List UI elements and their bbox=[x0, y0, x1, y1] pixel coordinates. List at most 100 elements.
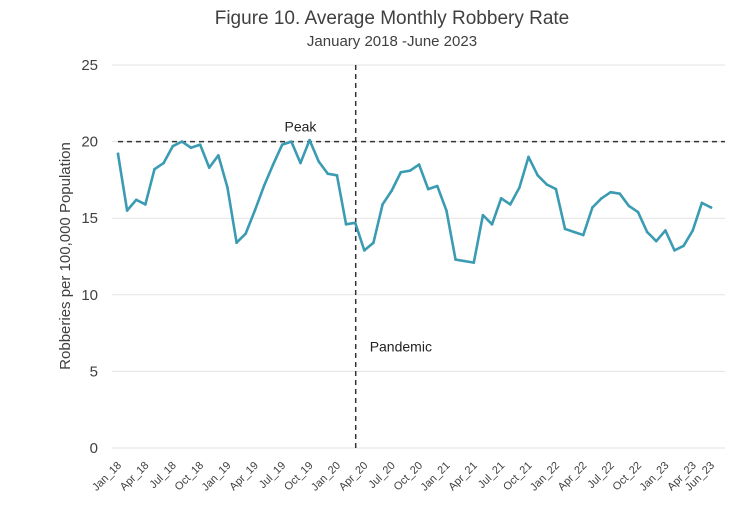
data-point bbox=[572, 230, 576, 234]
data-point bbox=[308, 138, 311, 142]
x-tick-label: Jan_18 bbox=[90, 460, 124, 494]
data-point bbox=[563, 227, 567, 231]
y-axis-ticks: 0 5 10 15 20 25 bbox=[81, 57, 98, 457]
data-point bbox=[171, 144, 175, 148]
data-point bbox=[189, 146, 193, 150]
data-point bbox=[636, 210, 640, 214]
data-point bbox=[499, 196, 503, 200]
data-point bbox=[436, 184, 439, 188]
data-point bbox=[664, 229, 667, 232]
data-point bbox=[317, 160, 321, 163]
data-point bbox=[153, 167, 156, 171]
data-point bbox=[207, 166, 211, 169]
reference-lines bbox=[118, 65, 725, 448]
data-point bbox=[426, 187, 430, 191]
data-point bbox=[527, 155, 530, 159]
y-tick-label: 5 bbox=[90, 363, 98, 380]
y-tick-label: 25 bbox=[81, 57, 98, 74]
data-point bbox=[545, 183, 549, 186]
data-point bbox=[591, 206, 594, 209]
data-point bbox=[508, 203, 512, 206]
data-point bbox=[162, 161, 165, 165]
data-point bbox=[627, 204, 631, 208]
y-tick-label: 15 bbox=[81, 210, 98, 227]
data-point bbox=[299, 161, 302, 165]
data-point bbox=[654, 239, 658, 243]
y-tick-label: 10 bbox=[81, 287, 98, 304]
data-point bbox=[335, 174, 339, 177]
data-point bbox=[645, 230, 649, 234]
data-point bbox=[536, 174, 539, 177]
annotations: Peak Pandemic bbox=[285, 119, 432, 355]
data-point bbox=[271, 163, 275, 166]
data-point bbox=[217, 154, 220, 157]
x-axis-ticks: Jan_18Apr_18Jul_18Oct_18Jan_19Apr_19Jul_… bbox=[90, 460, 717, 494]
data-point bbox=[399, 170, 403, 174]
data-point bbox=[290, 140, 293, 143]
x-tick-label: Jan_21 bbox=[419, 460, 453, 494]
data-point bbox=[682, 244, 685, 248]
data-point bbox=[381, 203, 384, 206]
data-point bbox=[372, 241, 375, 245]
data-point bbox=[125, 209, 129, 212]
data-point bbox=[454, 258, 457, 261]
data-point bbox=[600, 196, 603, 200]
data-point bbox=[445, 209, 448, 212]
x-tick-label: Oct_18 bbox=[173, 460, 207, 494]
data-point bbox=[353, 221, 357, 225]
gridlines bbox=[112, 64, 725, 449]
x-tick-label: Jan_20 bbox=[309, 460, 343, 494]
y-axis-label: Robberies per 100,000 Population bbox=[57, 142, 74, 370]
x-tick-label: Apr_18 bbox=[118, 460, 152, 494]
x-tick-label: Apr_19 bbox=[227, 460, 261, 494]
data-point bbox=[472, 261, 476, 264]
x-tick-label: Oct_20 bbox=[392, 460, 426, 494]
data-point bbox=[326, 172, 330, 176]
pandemic-annotation: Pandemic bbox=[370, 338, 432, 354]
data-point bbox=[198, 143, 202, 146]
data-point bbox=[134, 198, 138, 202]
data-point bbox=[700, 201, 704, 205]
chart-subtitle: January 2018 -June 2023 bbox=[307, 33, 477, 50]
data-point bbox=[609, 190, 612, 194]
data-point bbox=[180, 140, 184, 143]
data-point bbox=[262, 184, 266, 188]
data-point bbox=[344, 223, 348, 226]
data-point bbox=[144, 203, 147, 206]
data-point bbox=[408, 169, 412, 173]
data-point bbox=[417, 163, 421, 166]
data-point bbox=[490, 223, 494, 226]
data-point bbox=[226, 186, 229, 189]
data-point bbox=[518, 186, 521, 189]
data-point bbox=[235, 241, 238, 245]
peak-annotation: Peak bbox=[285, 119, 318, 135]
series-group bbox=[116, 138, 713, 264]
x-tick-label: Oct_21 bbox=[501, 460, 535, 494]
data-point bbox=[691, 229, 695, 232]
y-tick-label: 0 bbox=[90, 440, 98, 457]
data-point bbox=[253, 209, 257, 212]
data-point bbox=[363, 249, 366, 252]
y-tick-label: 20 bbox=[81, 134, 98, 151]
chart-title: Figure 10. Average Monthly Robbery Rate bbox=[215, 8, 570, 29]
data-point bbox=[390, 189, 393, 192]
data-point bbox=[673, 249, 676, 252]
x-tick-label: Jan_23 bbox=[637, 460, 671, 494]
x-tick-label: Oct_19 bbox=[282, 460, 316, 494]
x-tick-label: Jan_19 bbox=[200, 460, 234, 494]
data-point bbox=[554, 187, 558, 191]
x-tick-label: Apr_22 bbox=[556, 460, 590, 494]
data-point bbox=[244, 232, 248, 235]
x-tick-label: Jan_22 bbox=[528, 460, 562, 494]
data-point bbox=[481, 213, 485, 217]
data-point bbox=[618, 192, 622, 195]
data-point bbox=[581, 233, 585, 237]
series-line bbox=[116, 138, 713, 264]
data-point bbox=[116, 152, 120, 156]
data-point bbox=[280, 143, 284, 146]
data-point bbox=[463, 259, 466, 263]
x-tick-label: Apr_21 bbox=[446, 460, 480, 494]
data-point bbox=[709, 206, 713, 209]
x-tick-label: Apr_20 bbox=[337, 460, 371, 494]
